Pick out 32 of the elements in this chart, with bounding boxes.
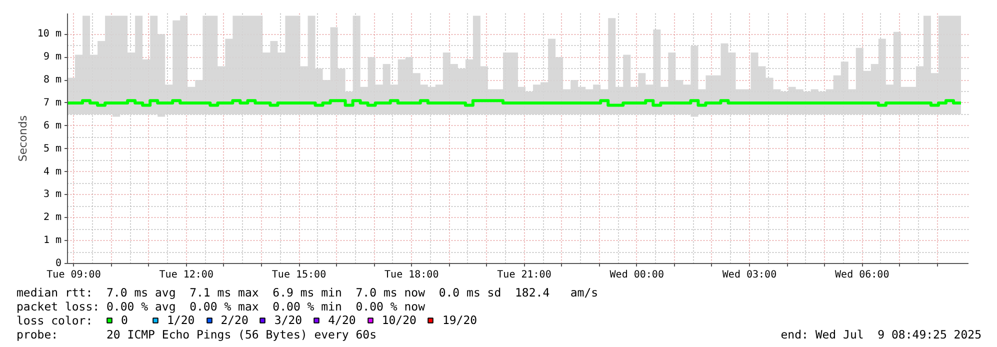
- text: packet loss: 0.00 % avg 0.00 % max 0.00 % min 0.00 % now: [16, 300, 426, 314]
- x-tick-label: Tue 18:00: [384, 270, 439, 280]
- x-tick-label: Tue 21:00: [497, 270, 552, 280]
- text: end: Wed Jul 9 08:49:25 2025: [780, 328, 982, 342]
- x-tick-label: Wed 00:00: [610, 270, 664, 280]
- legend-label: 0: [121, 313, 129, 327]
- y-tick-label: 7 m: [43, 97, 62, 108]
- y-tick-label: 8 m: [43, 74, 62, 86]
- legend-label: 1/20: [167, 313, 195, 327]
- legend-label: 19/20: [442, 313, 478, 327]
- y-tick-label: 1 m: [43, 235, 62, 246]
- y-tick-label: 9 m: [43, 52, 62, 63]
- y-tick-label: 0: [55, 258, 62, 269]
- y-tick-label: 10 m: [37, 28, 62, 40]
- legend-label: 2/20: [220, 313, 248, 327]
- y-tick-label: 2 m: [43, 212, 62, 224]
- x-tick-label: Tue 12:00: [159, 270, 214, 280]
- text: probe: 20 ICMP Echo Pings (56 Bytes) every 60s: [16, 328, 377, 342]
- y-axis-title: Seconds: [16, 115, 30, 162]
- x-tick-label: Tue 15:00: [272, 270, 326, 280]
- legend-title: loss color:: [16, 314, 93, 328]
- legend-label: 4/20: [328, 313, 356, 327]
- y-tick-label: 6 m: [43, 120, 62, 132]
- legend-label: 3/20: [274, 313, 302, 327]
- x-tick-label: Wed 06:00: [835, 270, 890, 280]
- legend-label: 10/20: [382, 313, 416, 327]
- x-tick-label: Tue 09:00: [46, 270, 101, 280]
- text: median rtt: 7.0 ms avg 7.1 ms max 6.9 ms min 7.0 ms now 0.0 ms sd 182.4 am/s: [16, 286, 598, 300]
- x-tick-label: Wed 03:00: [722, 270, 777, 280]
- y-tick-label: 5 m: [43, 143, 62, 154]
- y-tick-label: 4 m: [43, 166, 62, 178]
- y-tick-label: 3 m: [43, 189, 62, 200]
